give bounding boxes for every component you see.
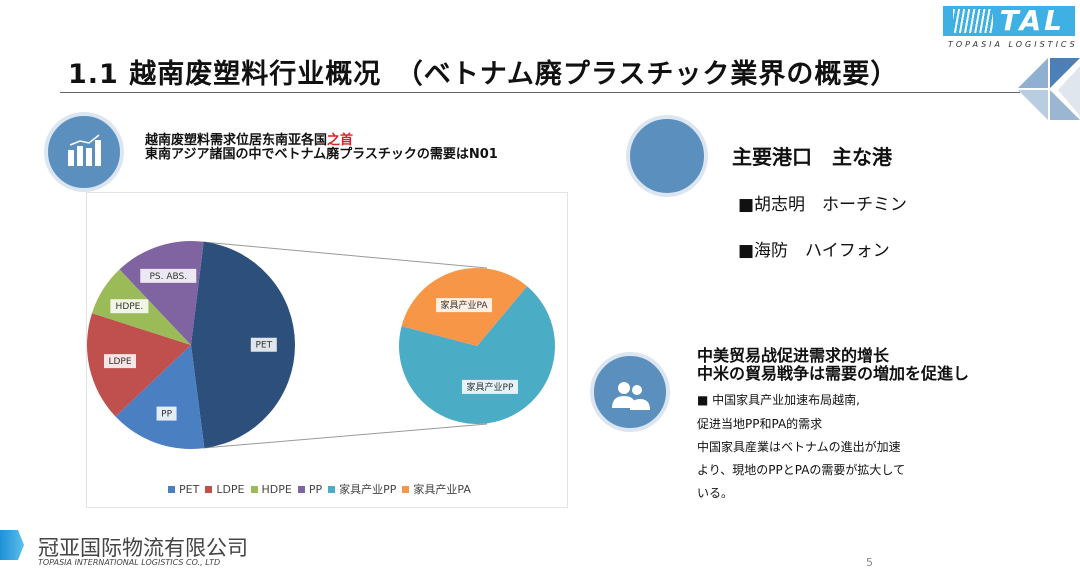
main-pie-data-label: PP (161, 410, 172, 420)
legend-label: 家具产业PP (339, 483, 397, 496)
connector-line (202, 241, 488, 269)
legend-item: PET (168, 483, 199, 496)
users-icon (612, 382, 650, 410)
legend-label: 家具产业PA (413, 483, 471, 496)
secondary-pie-label-bg (461, 379, 518, 394)
legend-label: PP (308, 483, 323, 496)
main-pie-label-bg (104, 354, 137, 369)
secondary-pie-data-label: 家具产业PP (467, 381, 514, 393)
legend-item: HDPE (250, 483, 292, 496)
ports-icon-circle (626, 115, 708, 197)
logo-subtitle: TOPASIA LOGISTICS (948, 40, 1078, 49)
main-pie-data-label: PS. ABS. (149, 272, 187, 282)
tal-logo: TAL (943, 6, 1075, 36)
legend-swatch (297, 486, 305, 493)
main-pie-slice-4 (119, 241, 204, 345)
legend-item: 家具产业PA (402, 483, 471, 496)
legend-swatch (250, 486, 258, 493)
main-pie-data-label: LDPE (108, 357, 131, 367)
main-pie-label-bg (250, 337, 277, 352)
trade-text-line: ■ 中国家具产业加速布局越南, (697, 393, 860, 407)
main-pie-data-label: PET (255, 341, 272, 351)
page-title: 1.1 越南废塑料行业概况 （ベトナム廃プラスチック業界の概要） (68, 59, 899, 90)
legend-label: PET (179, 483, 200, 496)
footer-logo-shape (0, 530, 24, 560)
page-number: 5 (866, 556, 873, 569)
decorative-triangles (1018, 58, 1080, 120)
trade-heading: 中美贸易战促进需求的增长 中米の貿易戦争は需要の増加を促進し (697, 346, 970, 383)
title-divider (60, 92, 1020, 93)
legend-label: LDPE (216, 483, 245, 496)
main-pie-slice-2 (87, 313, 191, 417)
bar-chart-icon (68, 134, 101, 166)
main-pie-label-bg (140, 268, 197, 283)
connector-line (202, 423, 488, 449)
legend-item: LDPE (205, 483, 245, 496)
demand-heading: 越南废塑料需求位居东南亚各国之首 東南アジア諸国の中でベトナム廃プラスチックの需… (145, 133, 498, 162)
main-pie-data-label: HDPE. (116, 302, 144, 312)
footer-company-en: TOPASIA INTERNATIONAL LOGISTICS CO., LTD (38, 558, 221, 567)
legend-swatch (402, 486, 410, 493)
trade-text-line: 中国家具産業はベトナムの進出が加速 (697, 440, 901, 454)
trade-text-line: より、現地のPPとPAの需要が拡大して (697, 463, 906, 477)
main-pie-label-bg (156, 406, 177, 421)
trade-text-line: 促进当地PP和PA的需求 (697, 417, 823, 431)
legend-swatch (205, 486, 213, 493)
legend-swatch (328, 486, 336, 493)
chart-legend: PET LDPE HDPE PP 家具产业PP 家具产业PA (168, 481, 477, 497)
secondary-pie-label-bg (436, 298, 493, 313)
legend-swatch (168, 486, 175, 493)
port-item: ■海防 ハイフォン (738, 241, 890, 261)
port-item: ■胡志明 ホーチミン (738, 195, 908, 215)
demand-icon-circle (44, 112, 124, 192)
main-pie-label-bg (110, 299, 149, 314)
secondary-pie-data-label: 家具产业PA (441, 299, 489, 311)
main-pie-slice-1 (115, 345, 205, 449)
footer-company-cn: 冠亚国际物流有限公司 (38, 536, 248, 560)
main-pie-slice-0 (191, 241, 296, 449)
legend-label: HDPE (261, 483, 292, 496)
legend-item: 家具产业PP (328, 483, 396, 496)
legend-item: PP (297, 483, 323, 496)
trade-icon-circle (590, 352, 670, 432)
trade-text-line: いる。 (697, 486, 734, 500)
ports-title: 主要港口 主な港 (732, 145, 892, 169)
